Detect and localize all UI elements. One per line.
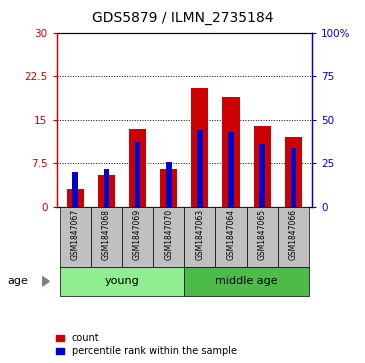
- Text: GDS5879 / ILMN_2735184: GDS5879 / ILMN_2735184: [92, 11, 273, 25]
- Text: GSM1847063: GSM1847063: [195, 209, 204, 260]
- Bar: [73, 172, 78, 207]
- Text: age: age: [7, 276, 28, 286]
- Bar: [60, 267, 184, 296]
- Bar: [260, 144, 265, 207]
- Bar: [153, 207, 184, 267]
- Bar: [67, 189, 84, 207]
- Text: GSM1847070: GSM1847070: [164, 209, 173, 260]
- Bar: [135, 142, 141, 207]
- Bar: [91, 207, 122, 267]
- Text: GSM1847068: GSM1847068: [102, 209, 111, 260]
- Bar: [278, 207, 309, 267]
- Bar: [291, 148, 296, 207]
- Bar: [184, 207, 215, 267]
- Bar: [247, 207, 278, 267]
- Text: GSM1847064: GSM1847064: [227, 209, 235, 260]
- Bar: [285, 137, 302, 207]
- Text: young: young: [105, 276, 139, 286]
- Bar: [160, 169, 177, 207]
- Bar: [197, 130, 203, 207]
- Text: GSM1847066: GSM1847066: [289, 209, 298, 260]
- Bar: [122, 207, 153, 267]
- Bar: [129, 129, 146, 207]
- Text: middle age: middle age: [215, 276, 278, 286]
- Polygon shape: [43, 277, 49, 286]
- Bar: [191, 88, 208, 207]
- Legend: count, percentile rank within the sample: count, percentile rank within the sample: [56, 333, 237, 356]
- Text: GSM1847069: GSM1847069: [133, 209, 142, 260]
- Bar: [60, 207, 91, 267]
- Bar: [166, 162, 172, 207]
- Bar: [184, 267, 309, 296]
- Text: GSM1847067: GSM1847067: [71, 209, 80, 260]
- Bar: [104, 168, 109, 207]
- Bar: [98, 175, 115, 207]
- Bar: [228, 132, 234, 207]
- Text: GSM1847065: GSM1847065: [258, 209, 267, 260]
- Bar: [254, 126, 271, 207]
- Bar: [223, 97, 240, 207]
- Bar: [215, 207, 247, 267]
